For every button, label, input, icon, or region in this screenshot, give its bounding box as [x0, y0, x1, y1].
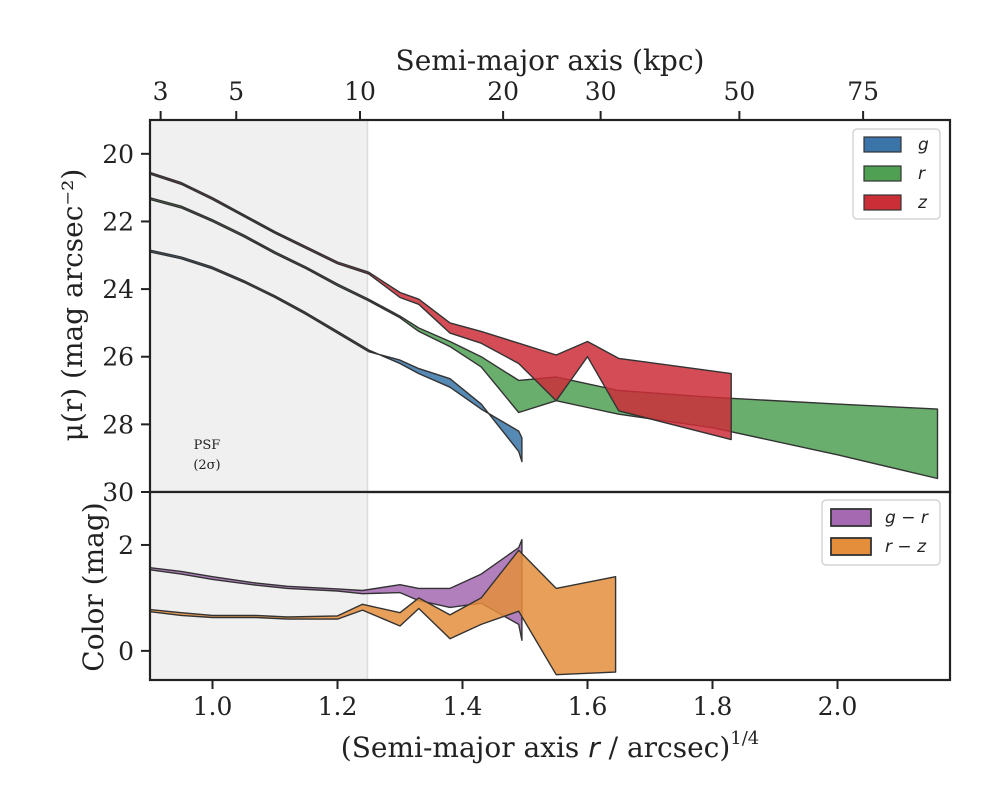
top-x-tick-label: 10 [344, 77, 376, 106]
x-axis-title-variable: r [588, 731, 601, 764]
surface-brightness-series [149, 171, 939, 480]
y-tick-label: 30 [102, 478, 134, 507]
top-x-tick-label: 50 [723, 77, 755, 106]
color-legend-swatch-1 [830, 537, 872, 556]
color-legend: g − r r − z [821, 499, 941, 566]
surface-brightness-panel: 20 22 24 26 28 30 3 5 10 20 30 50 75 PSF (2σ) grz S… [56, 44, 952, 507]
psf-label-line-1: PSF [194, 438, 221, 453]
mu-band-1 [149, 197, 939, 480]
y-axis-ticks: 20 22 24 26 28 30 [102, 140, 150, 507]
x-axis-title-exponent: 1/4 [730, 728, 759, 749]
bottom-panel-frame [148, 490, 952, 682]
top-x-tick-label: 5 [228, 77, 244, 106]
x-axis-ticks: 1.0 1.2 1.4 1.6 1.8 2.0 [193, 680, 858, 721]
psf-label-line-2: (2σ) [193, 458, 220, 473]
color-legend-label-0: g − r [885, 508, 929, 528]
x-axis-title-base: (Semi-major axis [341, 731, 588, 764]
bottom-x-axis-title: (Semi-major axis r / arcsec)1/4 [341, 728, 759, 764]
x-tick-label: 1.4 [443, 692, 483, 721]
y-tick-label: 28 [102, 410, 134, 439]
top-x-tick-label: 20 [487, 77, 519, 106]
color-panel: 02 1.0 1.2 1.4 1.6 1.8 2.0 g − rr − z Color (… [77, 490, 952, 764]
color-y-axis-ticks: 02 [118, 531, 150, 666]
mu-band-0 [149, 249, 523, 463]
bottom-y-axis-title: Color (mag) [77, 502, 110, 671]
color-band-1 [149, 549, 617, 676]
top-y-axis-title: μ(r) (mag arcsec⁻²) [56, 169, 89, 442]
color-band-0 [149, 539, 523, 641]
x-tick-label: 1.8 [693, 692, 733, 721]
y-tick-label: 20 [102, 140, 134, 169]
legend-swatch-z [863, 194, 902, 211]
color-series [149, 539, 617, 676]
color-y-tick-label: 2 [118, 531, 134, 560]
x-tick-label: 1.2 [318, 692, 358, 721]
top-x-axis-ticks: 3 5 10 20 30 50 75 [153, 77, 879, 120]
x-axis-title-rest: / arcsec) [600, 731, 731, 764]
legend-swatch-g [863, 136, 902, 153]
y-tick-label: 22 [102, 207, 134, 236]
color-legend-label-1: r − z [885, 537, 927, 557]
legend-label-z: z [917, 193, 928, 213]
x-tick-label: 2.0 [818, 692, 858, 721]
x-tick-label: 1.6 [568, 692, 608, 721]
top-x-tick-label: 75 [847, 77, 879, 106]
legend-label-g: g [918, 135, 929, 155]
y-tick-label: 26 [102, 343, 134, 372]
legend-label-r: r [918, 164, 926, 184]
surface-brightness-legend: grz [852, 128, 941, 220]
psf-shaded-region [150, 120, 368, 492]
top-x-axis-title: Semi-major axis (kpc) [396, 44, 705, 77]
color-legend-swatch-0 [830, 508, 872, 527]
top-x-tick-label: 30 [585, 77, 617, 106]
mu-band-2 [149, 171, 732, 441]
x-tick-label: 1.0 [193, 692, 233, 721]
y-tick-label: 24 [102, 275, 134, 304]
legend-swatch-r [863, 165, 902, 182]
top-x-tick-label: 3 [153, 77, 169, 106]
color-y-tick-label: 0 [118, 637, 134, 666]
